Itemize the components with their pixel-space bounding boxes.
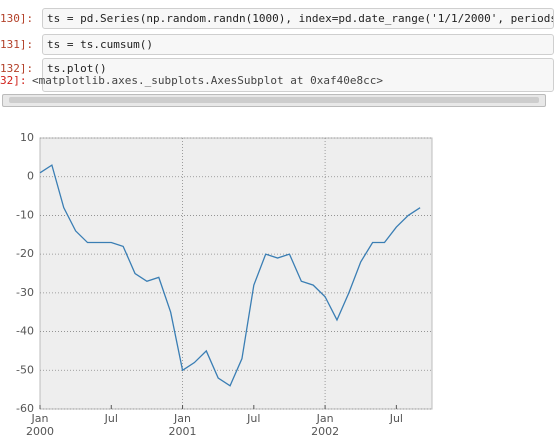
x-tick-label: Jul — [389, 412, 403, 425]
x-tick-label: Jul — [246, 412, 260, 425]
y-tick-label: 0 — [27, 170, 34, 183]
x-tick-label: Jul — [104, 412, 118, 425]
y-tick-label: -20 — [16, 247, 34, 260]
y-tick-label: -40 — [16, 325, 34, 338]
prompt: 32]: — [0, 74, 27, 87]
y-tick-label: -60 — [16, 402, 34, 415]
x-tick-label: Jan 2002 — [311, 412, 339, 438]
scroll-thumb[interactable] — [9, 97, 539, 103]
y-tick-label: 10 — [20, 131, 34, 144]
plot-area — [39, 137, 433, 410]
output-text: <matplotlib.axes._subplots.AxesSubplot a… — [32, 74, 383, 87]
prompt: 130]: — [0, 12, 34, 25]
code[interactable]: ts = pd.Series(np.random.randn(1000), in… — [42, 8, 554, 29]
scrollbar[interactable] — [2, 94, 546, 107]
y-tick-label: -50 — [16, 363, 34, 376]
code[interactable]: ts.plot() — [42, 58, 554, 92]
x-tick-label: Jan 2000 — [26, 412, 54, 438]
prompt: 131]: — [0, 38, 34, 51]
y-tick-label: -30 — [16, 286, 34, 299]
prompt: 132]: — [0, 62, 34, 75]
code[interactable]: ts = ts.cumsum() — [42, 34, 554, 55]
line — [39, 164, 421, 387]
x-tick-label: Jan 2001 — [169, 412, 197, 438]
code-text: ts.plot() — [47, 62, 107, 75]
y-tick-label: -10 — [16, 208, 34, 221]
